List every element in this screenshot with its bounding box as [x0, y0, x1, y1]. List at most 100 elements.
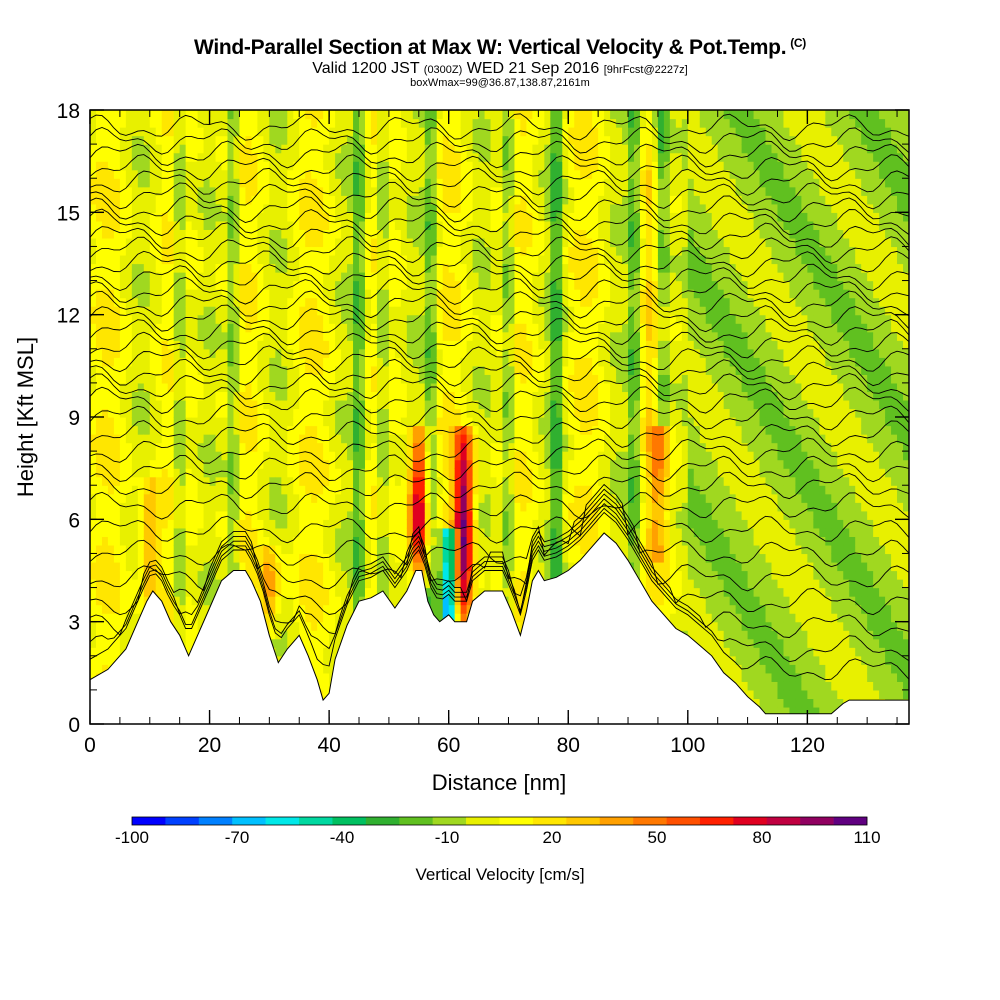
velocity-cell	[347, 579, 354, 589]
velocity-cell	[347, 510, 354, 520]
velocity-cell	[496, 127, 504, 137]
velocity-cell	[305, 561, 312, 572]
velocity-cell	[197, 297, 205, 307]
velocity-cell	[275, 596, 282, 606]
velocity-cell	[131, 502, 139, 512]
velocity-cell	[364, 365, 372, 375]
velocity-cell	[131, 229, 139, 239]
velocity-cell	[125, 621, 133, 631]
velocity-cell	[239, 135, 247, 145]
velocity-cell	[496, 314, 504, 324]
velocity-cell	[394, 220, 402, 230]
velocity-cell	[251, 212, 258, 222]
velocity-cell	[430, 476, 438, 486]
velocity-cell	[370, 272, 378, 282]
velocity-cell	[179, 220, 187, 230]
velocity-cell	[215, 527, 223, 537]
velocity-cell	[466, 374, 474, 384]
velocity-cell	[149, 135, 157, 145]
velocity-cell	[311, 289, 318, 299]
velocity-cell	[245, 323, 253, 333]
velocity-cell	[245, 237, 253, 248]
velocity-cell	[472, 340, 480, 350]
velocity-cell	[460, 485, 468, 495]
velocity-cell	[203, 561, 211, 572]
velocity-cell	[418, 254, 426, 265]
velocity-cell	[353, 536, 360, 546]
velocity-cell	[299, 195, 306, 205]
velocity-cell	[335, 638, 342, 648]
velocity-cell	[227, 502, 235, 512]
velocity-cell	[257, 382, 264, 393]
velocity-cell	[412, 306, 420, 316]
velocity-cell	[263, 348, 270, 358]
velocity-cell	[400, 408, 408, 418]
velocity-cell	[490, 237, 498, 248]
velocity-cell	[281, 135, 288, 145]
velocity-cell	[341, 203, 348, 213]
velocity-cell	[293, 357, 300, 367]
velocity-cell	[119, 613, 127, 623]
velocity-cell	[353, 118, 360, 128]
velocity-cell	[173, 544, 181, 555]
velocity-cell	[263, 314, 270, 324]
velocity-cell	[131, 323, 139, 333]
velocity-cell	[323, 434, 330, 444]
velocity-cell	[484, 476, 492, 486]
velocity-cell	[209, 306, 217, 316]
velocity-cell	[412, 493, 420, 503]
velocity-cell	[311, 365, 318, 375]
velocity-cell	[95, 374, 103, 384]
velocity-cell	[376, 536, 384, 546]
velocity-cell	[239, 382, 247, 393]
velocity-cell	[335, 348, 342, 358]
velocity-cell	[448, 510, 456, 520]
velocity-cell	[293, 178, 300, 188]
velocity-cell	[466, 570, 474, 580]
velocity-cell	[149, 297, 157, 307]
velocity-cell	[490, 263, 498, 273]
velocity-cell	[335, 434, 342, 444]
velocity-cell	[95, 536, 103, 546]
velocity-cell	[275, 638, 282, 648]
velocity-cell	[448, 425, 456, 435]
velocity-cell	[484, 340, 492, 350]
velocity-cell	[221, 110, 229, 120]
velocity-cell	[484, 442, 492, 452]
velocity-cell	[245, 365, 253, 375]
velocity-cell	[490, 280, 498, 290]
velocity-cell	[424, 476, 432, 486]
velocity-cell	[454, 476, 462, 486]
velocity-cell	[400, 331, 408, 341]
velocity-cell	[317, 220, 324, 230]
velocity-cell	[412, 237, 420, 248]
velocity-cell	[90, 493, 97, 503]
velocity-cell	[341, 186, 348, 196]
velocity-cell	[257, 152, 264, 162]
velocity-cell	[227, 289, 235, 299]
velocity-cell	[460, 263, 468, 273]
velocity-cell	[90, 596, 97, 606]
velocity-cell	[442, 280, 450, 290]
velocity-cell	[299, 161, 306, 171]
velocity-cell	[251, 169, 258, 179]
velocity-cell	[245, 297, 253, 307]
velocity-cell	[173, 459, 181, 469]
velocity-cell	[101, 254, 109, 265]
velocity-cell	[233, 451, 241, 461]
velocity-cell	[364, 459, 372, 469]
velocity-cell	[484, 451, 492, 461]
velocity-cell	[215, 442, 223, 452]
velocity-cell	[191, 340, 199, 350]
velocity-cell	[197, 220, 205, 230]
velocity-cell	[406, 468, 414, 478]
velocity-cell	[329, 186, 336, 196]
velocity-cell	[113, 297, 121, 307]
velocity-cell	[101, 144, 109, 154]
velocity-cell	[269, 178, 276, 188]
velocity-cell	[430, 468, 438, 478]
velocity-cell	[90, 630, 97, 640]
velocity-cell	[275, 152, 282, 162]
velocity-cell	[460, 425, 468, 435]
velocity-cell	[137, 510, 145, 520]
